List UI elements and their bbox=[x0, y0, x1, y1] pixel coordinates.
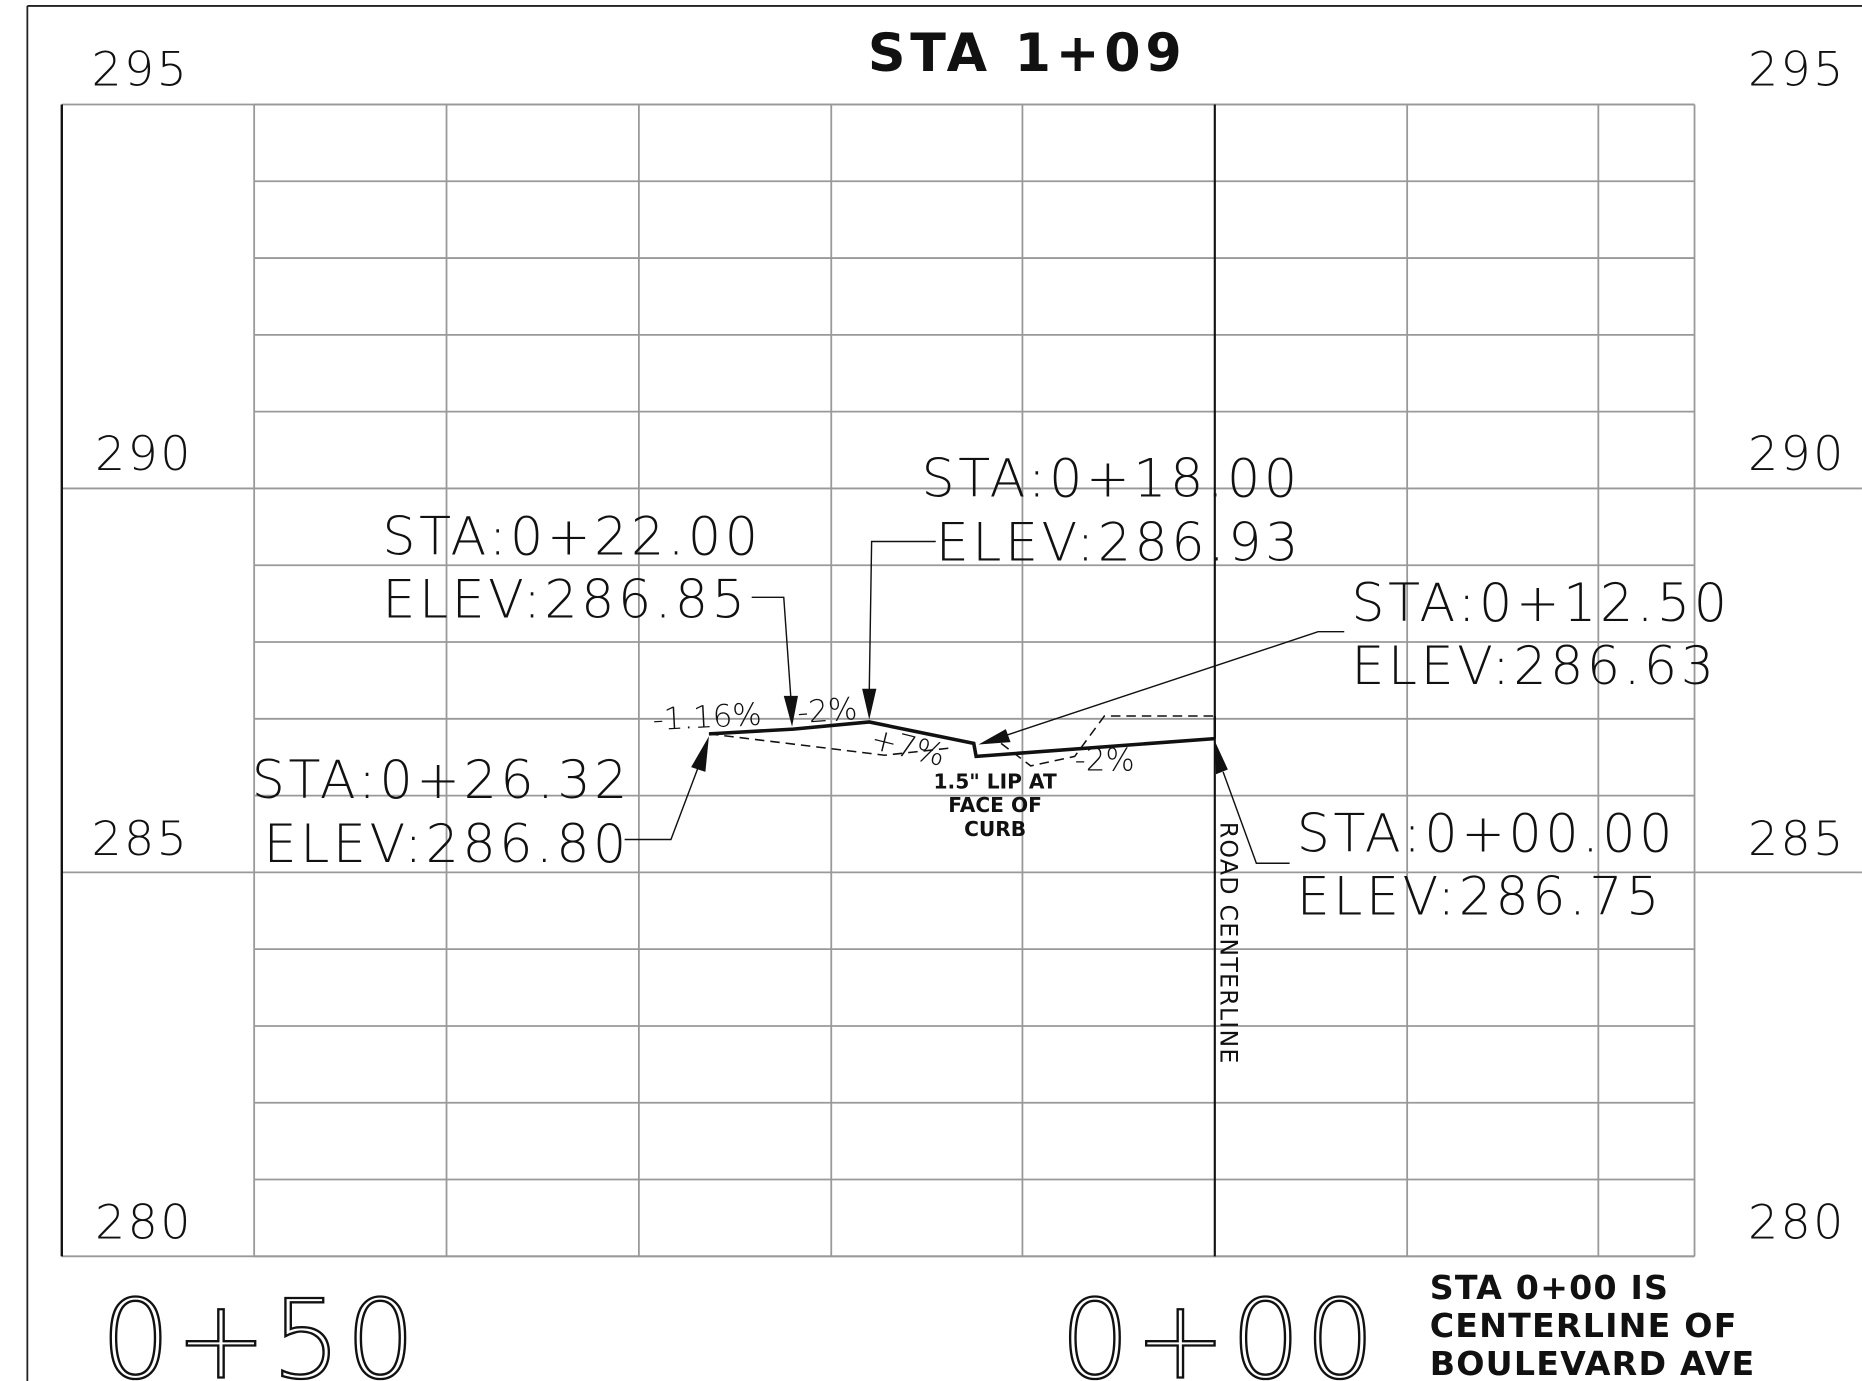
callout-elevation: ELEV:286.75 bbox=[1297, 867, 1663, 927]
grade: -1.16% bbox=[652, 697, 763, 739]
elev-label: 280 bbox=[1748, 1196, 1846, 1251]
curb-note: FACE OF bbox=[948, 793, 1042, 817]
note: CENTERLINE OF bbox=[1430, 1306, 1738, 1345]
note: STA 0+00 IS bbox=[1430, 1268, 1669, 1307]
arrow bbox=[783, 695, 799, 727]
callout-elevation: ELEV:286.93 bbox=[936, 513, 1302, 573]
grid bbox=[61, 103, 1862, 1258]
elev-label: 295 bbox=[1748, 42, 1846, 97]
leader bbox=[868, 540, 936, 692]
existing-profile bbox=[1000, 715, 1215, 767]
title: STA 1+09 bbox=[868, 24, 1187, 84]
existing-profile bbox=[708, 733, 951, 756]
grade: -2% bbox=[796, 691, 858, 731]
curb-note: 1.5" LIP AT bbox=[933, 769, 1056, 793]
callout-station: STA:0+18.00 bbox=[922, 449, 1301, 509]
elev-label: 290 bbox=[1748, 427, 1846, 482]
curb-note: CURB bbox=[964, 817, 1026, 841]
callout-station: STA:0+12.50 bbox=[1351, 574, 1730, 634]
elev-label: 280 bbox=[95, 1196, 193, 1251]
callout-elevation: ELEV:286.80 bbox=[264, 815, 630, 875]
callout-station: STA:0+00.00 bbox=[1297, 804, 1676, 864]
leader bbox=[751, 596, 792, 699]
elev-label: 285 bbox=[1748, 812, 1846, 867]
elev-label: 295 bbox=[91, 42, 189, 97]
elev-label: 285 bbox=[91, 812, 189, 867]
arrow bbox=[978, 729, 1011, 745]
callout-elevation: ELEV:286.85 bbox=[382, 570, 748, 630]
leader bbox=[624, 766, 699, 841]
leader bbox=[1222, 771, 1290, 864]
callout-station: STA:0+22.00 bbox=[382, 508, 761, 568]
grade: +7% bbox=[867, 721, 948, 774]
arrow bbox=[1214, 740, 1228, 775]
station-label: 0+50 bbox=[101, 1276, 420, 1381]
callout-elevation: ELEV:286.63 bbox=[1351, 637, 1717, 697]
grade: -2% bbox=[1075, 743, 1135, 779]
station-label: 0+00 bbox=[1060, 1276, 1379, 1381]
arrow bbox=[691, 736, 709, 772]
note: BOULEVARD AVE bbox=[1430, 1344, 1756, 1381]
callout-station: STA:0+26.32 bbox=[252, 751, 631, 811]
arrow bbox=[862, 688, 877, 720]
proposed-profile bbox=[708, 720, 1215, 759]
elev-label: 290 bbox=[95, 427, 193, 482]
centerline-label: ROAD CENTERLINE bbox=[1215, 822, 1243, 1065]
leader bbox=[1003, 631, 1345, 737]
